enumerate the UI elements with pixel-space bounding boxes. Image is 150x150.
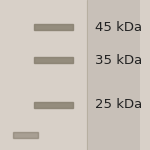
Text: 35 kDa: 35 kDa	[95, 54, 142, 66]
Text: 45 kDa: 45 kDa	[95, 21, 142, 33]
FancyBboxPatch shape	[87, 0, 140, 150]
Text: 25 kDa: 25 kDa	[95, 99, 142, 111]
FancyBboxPatch shape	[34, 102, 73, 108]
FancyBboxPatch shape	[34, 24, 73, 30]
FancyBboxPatch shape	[13, 132, 38, 138]
FancyBboxPatch shape	[34, 57, 73, 63]
